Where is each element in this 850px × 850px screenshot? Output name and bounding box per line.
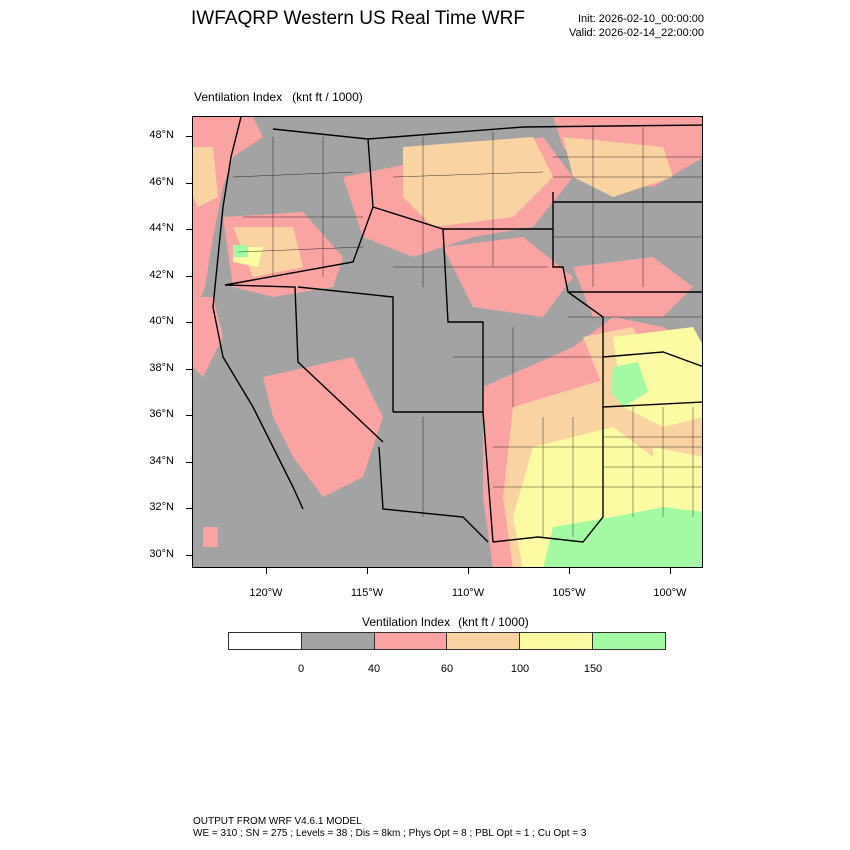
colorbar-units: (knt ft / 1000) <box>458 615 529 629</box>
lat-tick <box>186 136 192 137</box>
colorbar-swatch-40-60 <box>374 633 448 649</box>
field-units: (knt ft / 1000) <box>292 90 363 104</box>
lon-tick <box>266 568 267 574</box>
lon-tick <box>569 568 570 574</box>
lat-tick <box>186 183 192 184</box>
lon-label-120: 120°W <box>249 587 283 599</box>
colorbar-swatch-60-100 <box>447 633 521 649</box>
lat-tick <box>186 415 192 416</box>
colorbar-label-60: 60 <box>440 663 454 675</box>
colorbar-swatch-100-150 <box>520 633 594 649</box>
map-panel <box>192 116 703 568</box>
colorbar-label-150: 150 <box>583 663 603 675</box>
colorbar <box>228 632 666 650</box>
lon-tick <box>670 568 671 574</box>
lon-label-105: 105°W <box>552 587 586 599</box>
colorbar-label-0: 0 <box>297 663 305 675</box>
lat-label-40: 40°N <box>149 315 174 327</box>
lat-label-32: 32°N <box>149 501 174 513</box>
lat-tick <box>186 508 192 509</box>
green-fields <box>233 245 702 567</box>
lat-label-38: 38°N <box>149 362 174 374</box>
lat-tick <box>186 276 192 277</box>
ventilation-index-map <box>193 117 702 567</box>
lon-label-110: 110°W <box>451 587 485 599</box>
state-boundaries <box>224 124 702 543</box>
model-info-line2: WE = 310 ; SN = 275 ; Levels = 38 ; Dis … <box>193 828 587 839</box>
lon-label-115: 115°W <box>350 587 384 599</box>
lat-label-30: 30°N <box>149 548 174 560</box>
colorbar-title: Ventilation Index (knt ft / 1000) <box>362 615 529 629</box>
model-info-line1: OUTPUT FROM WRF V4.6.1 MODEL <box>193 816 362 827</box>
lon-tick <box>468 568 469 574</box>
lat-label-42: 42°N <box>149 269 174 281</box>
colorbar-label-40: 40 <box>367 663 381 675</box>
valid-time: Valid: 2026-02-14_22:00:00 <box>569 27 704 39</box>
colorbar-swatch-below-0 <box>229 633 302 649</box>
lat-tick <box>186 555 192 556</box>
colorbar-field-name: Ventilation Index <box>362 615 451 629</box>
field-name: Ventilation Index <box>194 90 283 104</box>
main-title: IWFAQRP Western US Real Time WRF <box>191 8 525 29</box>
lat-tick <box>186 462 192 463</box>
lon-tick <box>367 568 368 574</box>
lon-label-100: 100°W <box>653 587 687 599</box>
lat-tick <box>186 322 192 323</box>
colorbar-swatch-0-40 <box>301 633 375 649</box>
field-title: Ventilation Index (knt ft / 1000) <box>194 90 363 104</box>
lat-label-44: 44°N <box>149 222 174 234</box>
lat-label-46: 46°N <box>149 176 174 188</box>
lat-label-48: 48°N <box>149 129 174 141</box>
lat-tick <box>186 369 192 370</box>
coastline <box>212 117 304 510</box>
lat-tick <box>186 229 192 230</box>
lat-label-36: 36°N <box>149 408 174 420</box>
init-time: Init: 2026-02-10_00:00:00 <box>578 13 704 25</box>
lat-label-34: 34°N <box>149 455 174 467</box>
colorbar-label-100: 100 <box>510 663 530 675</box>
colorbar-swatch-above-150 <box>593 633 665 649</box>
county-lines <box>232 127 702 537</box>
